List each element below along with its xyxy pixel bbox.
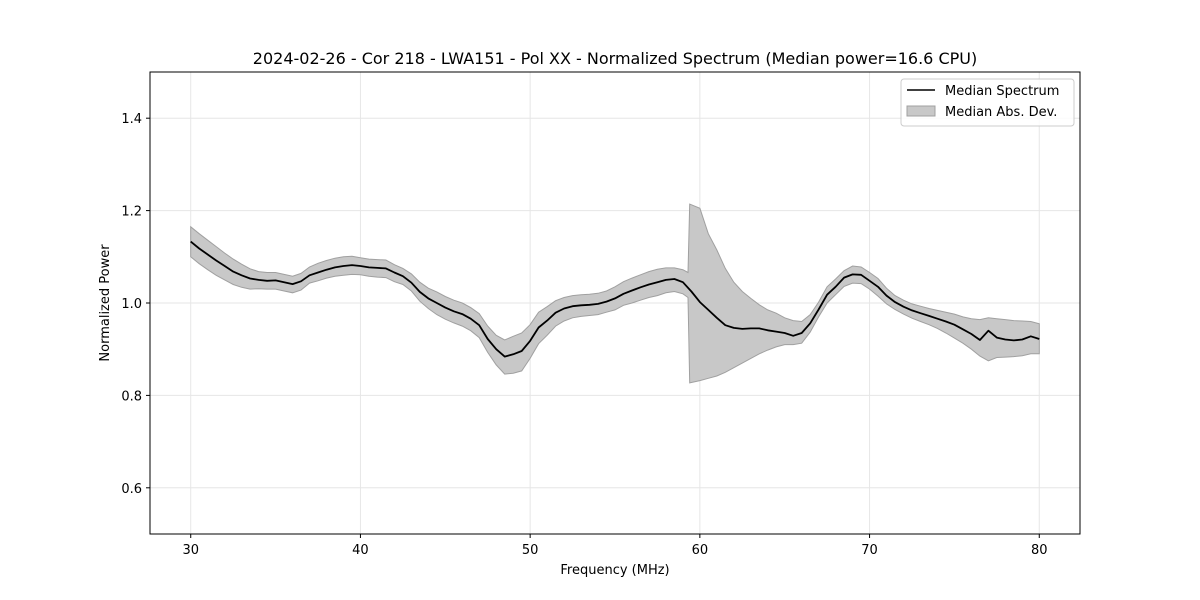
chart-title: 2024-02-26 - Cor 218 - LWA151 - Pol XX -…	[253, 49, 977, 68]
y-tick-label: 1.2	[121, 205, 142, 220]
y-axis-label: Normalized Power	[98, 244, 113, 362]
mad-band	[190, 203, 1040, 384]
legend-label-median-spectrum: Median Spectrum	[945, 84, 1059, 99]
legend-label-median-abs-dev: Median Abs. Dev.	[945, 105, 1057, 120]
x-tick-label: 50	[522, 543, 539, 558]
x-tick-label: 80	[1031, 543, 1048, 558]
x-tick-label: 40	[352, 543, 369, 558]
legend-box	[900, 78, 1075, 127]
x-tick-label: 70	[861, 543, 878, 558]
legend: Median Spectrum Median Abs. Dev.	[900, 78, 1075, 127]
median-spectrum-line	[190, 240, 1040, 358]
legend-band-swatch	[906, 105, 936, 117]
x-tick-label: 30	[182, 543, 199, 558]
plot-data	[190, 203, 1040, 384]
y-tick-label: 0.8	[121, 389, 142, 404]
x-axis-label: Frequency (MHz)	[560, 563, 669, 578]
axes: 30 40 50 60 70 80 0.6 0.8 1.0 1.2 1.4	[121, 112, 1047, 558]
y-tick-label: 1.0	[121, 297, 142, 312]
y-tick-label: 0.6	[121, 482, 142, 497]
y-tick-label: 1.4	[121, 112, 142, 127]
x-tick-label: 60	[692, 543, 709, 558]
